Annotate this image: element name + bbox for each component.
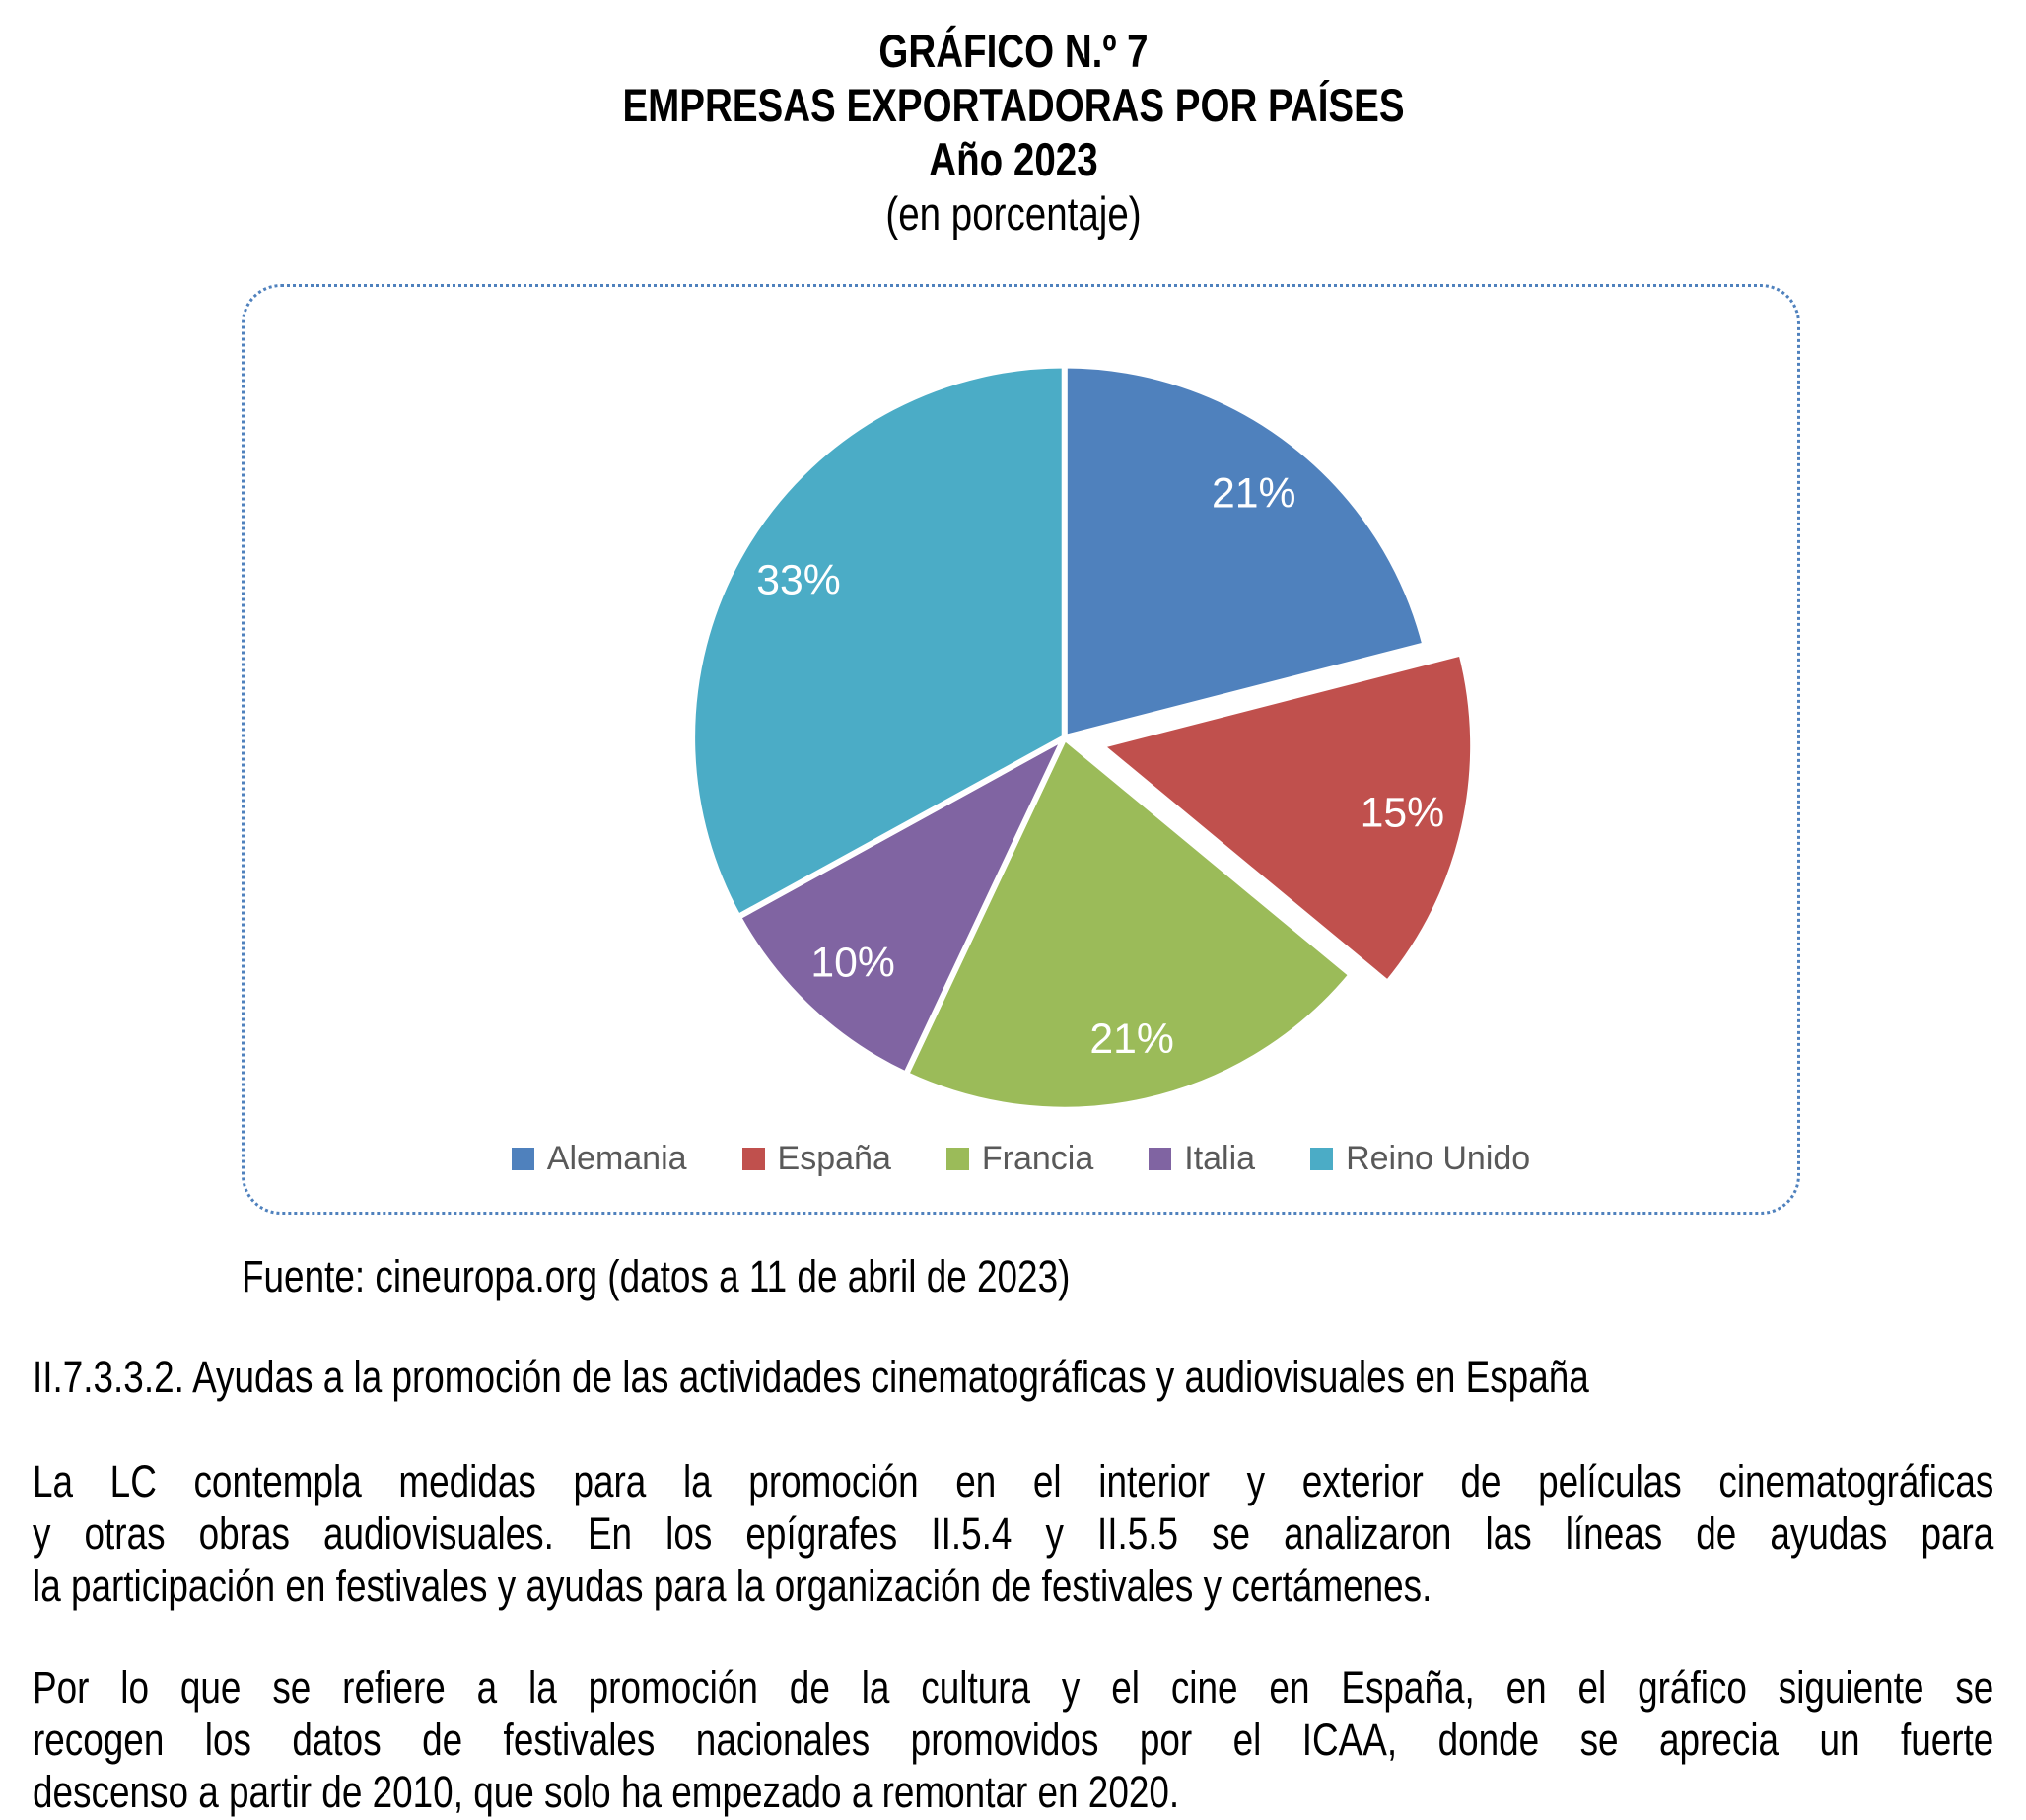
pie-data-label: 21%	[1089, 1015, 1174, 1063]
legend-label: Alemania	[546, 1140, 687, 1177]
pie-slice-francia	[902, 735, 1355, 1113]
legend-item-italia: Italia	[1149, 1140, 1255, 1178]
chart-source: Fuente: cineuropa.org (datos a 11 de abr…	[242, 1251, 1071, 1301]
legend-label: España	[777, 1140, 891, 1177]
legend-swatch-icon	[945, 1148, 969, 1170]
text-line: La LC contempla medidas para la promoció…	[33, 1456, 1994, 1506]
paragraph: La LC contempla medidas para la promoció…	[33, 1455, 1993, 1612]
text-line: recogen los datos de festivales nacional…	[33, 1715, 1994, 1765]
legend-item-españa: España	[741, 1140, 891, 1178]
chart-title-line2: EMPRESAS EXPORTADORAS POR PAÍSES	[621, 79, 1405, 131]
text-line: la participación en festivales y ayudas …	[33, 1561, 1432, 1611]
pie-data-label: 21%	[1212, 469, 1296, 517]
chart-title-units: (en porcentaje)	[884, 187, 1142, 240]
text-line: descenso a partir de 2010, que solo ha e…	[33, 1767, 1180, 1817]
legend-label: Reino Unido	[1346, 1140, 1531, 1177]
pie-data-label: 33%	[756, 557, 841, 604]
text-line: y otras obras audiovisuales. En los epíg…	[33, 1508, 1994, 1559]
pie-chart: 21% 15% 21% 10% 33%	[689, 362, 1477, 1113]
legend-label: Francia	[981, 1140, 1094, 1177]
pie-data-label: 10%	[810, 940, 895, 987]
legend-swatch-icon	[741, 1148, 765, 1170]
legend-label: Italia	[1184, 1140, 1256, 1177]
legend-item-reino-unido: Reino Unido	[1310, 1140, 1530, 1178]
section-heading: II.7.3.3.2. Ayudas a la promoción de las…	[33, 1352, 1589, 1402]
legend-swatch-icon	[1310, 1148, 1334, 1170]
chart-title-line1: GRÁFICO N.º 7	[877, 25, 1149, 77]
chart-title-block: GRÁFICO N.º 7 EMPRESAS EXPORTADORAS POR …	[0, 24, 2026, 241]
legend-item-alemania: Alemania	[511, 1140, 687, 1178]
pie-slice-italia	[734, 735, 1068, 1078]
pie-data-label: 15%	[1361, 790, 1445, 837]
paragraph: Por lo que se refiere a la promoción de …	[33, 1661, 1993, 1818]
text-line: Por lo que se refiere a la promoción de …	[33, 1662, 1994, 1713]
body-text: II.7.3.3.2. Ayudas a la promoción de las…	[33, 1351, 1993, 1820]
pie-slice-reino-unido	[689, 362, 1068, 920]
pie-slice-alemania	[1061, 362, 1429, 741]
pie-slice-españa	[1097, 650, 1477, 986]
legend-swatch-icon	[1149, 1148, 1172, 1170]
chart-legend: Alemania España Francia Italia Reino Unido	[245, 1140, 1797, 1178]
chart-frame: 21% 15% 21% 10% 33% Alemania España Francia Ita…	[242, 284, 1800, 1215]
legend-item-francia: Francia	[945, 1140, 1094, 1178]
legend-swatch-icon	[511, 1148, 534, 1170]
chart-title-line3: Año 2023	[928, 133, 1098, 185]
